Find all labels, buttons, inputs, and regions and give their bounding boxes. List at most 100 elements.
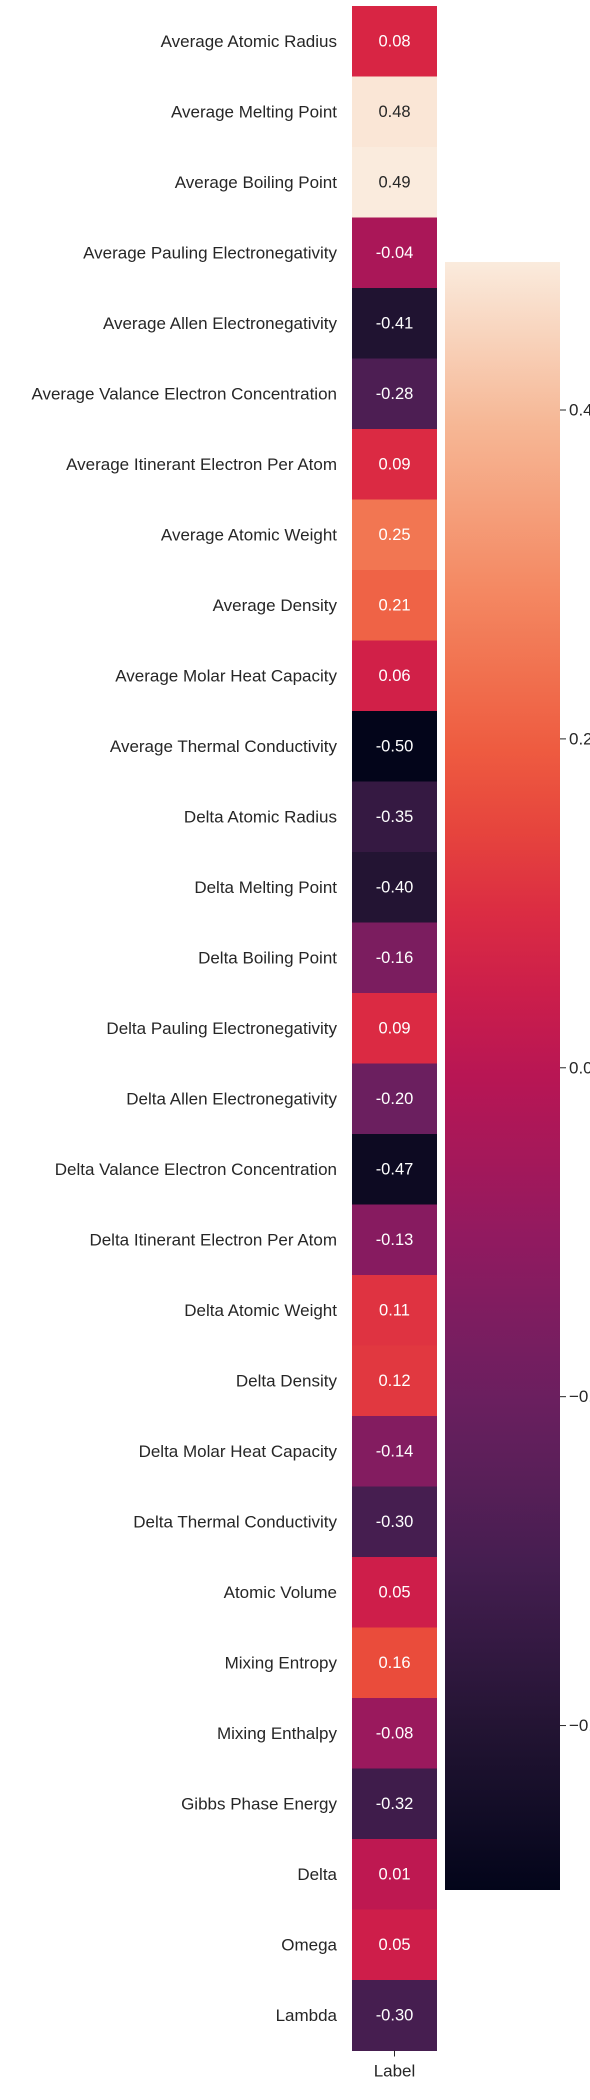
row-label: Average Atomic Radius — [161, 32, 337, 51]
cell-value-label: -0.04 — [376, 244, 414, 262]
heatmap-row: Delta Atomic Weight 0.11 — [184, 1275, 437, 1346]
row-label: Average Itinerant Electron Per Atom — [66, 455, 337, 474]
heatmap-cell — [352, 1345, 437, 1417]
heatmap-row: Delta 0.01 — [297, 1839, 437, 1910]
heatmap-row: Average Valance Electron Concentration -0… — [31, 358, 437, 430]
heatmap-row: Delta Melting Point -0.40 — [194, 852, 437, 923]
column-label: Label — [374, 2062, 416, 2081]
cell-value-label: -0.30 — [376, 1513, 414, 1531]
row-label: Delta Valance Electron Concentration — [55, 1160, 337, 1179]
heatmap-cell — [352, 1557, 437, 1628]
cell-value-label: 0.06 — [378, 667, 410, 685]
cell-value-label: -0.30 — [376, 2006, 414, 2024]
cell-value-label: 0.49 — [378, 173, 410, 191]
heatmap-cell — [352, 217, 437, 289]
row-label: Average Pauling Electronegativity — [83, 243, 337, 262]
heatmap-row: Lambda -0.30 — [276, 1980, 437, 2051]
heatmap-row: Omega 0.05 — [281, 1909, 437, 1981]
heatmap-cell — [352, 711, 437, 782]
heatmap-cell — [352, 570, 437, 641]
cell-value-label: -0.35 — [376, 808, 414, 826]
row-label: Gibbs Phase Energy — [181, 1794, 337, 1813]
cell-value-label: 0.48 — [378, 103, 410, 121]
cell-value-label: 0.01 — [378, 1865, 410, 1883]
cell-value-label: 0.05 — [378, 1936, 410, 1954]
cell-value-label: -0.20 — [376, 1090, 414, 1108]
cell-value-label: 0.09 — [378, 455, 410, 473]
cell-value-label: 0.25 — [378, 526, 410, 544]
row-label: Omega — [281, 1935, 337, 1954]
heatmap-row: Delta Itinerant Electron Per Atom -0.13 — [89, 1204, 437, 1276]
cell-value-label: -0.14 — [376, 1442, 414, 1460]
heatmap-cell — [352, 993, 437, 1064]
heatmap-cell — [352, 1768, 437, 1840]
heatmap-cell — [352, 1063, 437, 1135]
cell-value-label: -0.16 — [376, 949, 414, 967]
heatmap-row: Delta Thermal Conductivity -0.30 — [133, 1486, 437, 1558]
heatmap-cell — [352, 358, 437, 430]
cell-value-label: -0.47 — [376, 1160, 414, 1178]
heatmap-row: Average Molar Heat Capacity 0.06 — [115, 640, 437, 712]
heatmap-cell — [352, 1134, 437, 1205]
heatmap-rows: Average Atomic Radius 0.08 Average Melting… — [31, 6, 437, 2051]
row-label: Delta Itinerant Electron Per Atom — [89, 1230, 337, 1249]
row-label: Delta Melting Point — [194, 878, 337, 897]
heatmap-cell — [352, 76, 437, 148]
heatmap-row: Mixing Entropy 0.16 — [225, 1627, 437, 1699]
x-axis: Label — [374, 2050, 416, 2081]
cell-value-label: -0.13 — [376, 1231, 414, 1249]
heatmap-row: Delta Allen Electronegativity -0.20 — [126, 1063, 437, 1135]
row-label: Delta Thermal Conductivity — [133, 1512, 337, 1531]
row-label: Delta Density — [236, 1371, 338, 1390]
heatmap-row: Mixing Enthalpy -0.08 — [217, 1698, 437, 1769]
cell-value-label: 0.09 — [378, 1019, 410, 1037]
heatmap-row: Average Boiling Point 0.49 — [175, 147, 437, 218]
row-label: Average Boiling Point — [175, 173, 338, 192]
heatmap-row: Delta Atomic Radius -0.35 — [184, 781, 437, 853]
row-label: Average Thermal Conductivity — [110, 737, 338, 756]
row-label: Average Melting Point — [171, 102, 337, 121]
row-label: Delta — [297, 1865, 337, 1884]
heatmap-cell — [352, 147, 437, 218]
row-label: Average Valance Electron Concentration — [31, 384, 337, 403]
row-label: Average Density — [213, 596, 338, 615]
heatmap-cell — [352, 852, 437, 923]
heatmap-row: Average Melting Point 0.48 — [171, 76, 437, 148]
heatmap-cell — [352, 1627, 437, 1699]
colorbar-tick-label: −0.4 — [569, 1716, 590, 1735]
heatmap-row: Average Density 0.21 — [213, 570, 437, 641]
heatmap-row: Delta Density 0.12 — [236, 1345, 437, 1417]
row-label: Delta Molar Heat Capacity — [139, 1442, 338, 1461]
heatmap-row: Average Atomic Weight 0.25 — [161, 499, 437, 571]
cell-value-label: 0.16 — [378, 1654, 410, 1672]
colorbar-tick-label: 0.2 — [569, 729, 590, 748]
heatmap-cell — [352, 922, 437, 994]
cell-value-label: -0.50 — [376, 737, 414, 755]
row-label: Average Molar Heat Capacity — [115, 666, 337, 685]
cell-value-label: -0.40 — [376, 878, 414, 896]
colorbar-tick-label: 0.0 — [569, 1058, 590, 1077]
heatmap-cell — [352, 1416, 437, 1487]
row-label: Average Allen Electronegativity — [103, 314, 338, 333]
heatmap-cell — [352, 1486, 437, 1558]
colorbar-ticks: 0.4 0.2 0.0 −0.2 −0.4 — [560, 401, 590, 1735]
heatmap-row: Gibbs Phase Energy -0.32 — [181, 1768, 437, 1840]
row-label: Mixing Enthalpy — [217, 1724, 338, 1743]
heatmap-cell — [352, 781, 437, 853]
row-label: Delta Allen Electronegativity — [126, 1089, 337, 1108]
heatmap-row: Delta Valance Electron Concentration -0.4… — [55, 1134, 437, 1205]
row-label: Delta Atomic Radius — [184, 807, 337, 826]
heatmap-cell — [352, 1839, 437, 1910]
cell-value-label: -0.32 — [376, 1795, 414, 1813]
row-label: Average Atomic Weight — [161, 525, 337, 544]
cell-value-label: 0.12 — [378, 1372, 410, 1390]
row-label: Delta Boiling Point — [198, 948, 337, 967]
row-label: Delta Atomic Weight — [184, 1301, 337, 1320]
heatmap-cell — [352, 1698, 437, 1769]
heatmap-row: Delta Pauling Electronegativity 0.09 — [106, 993, 437, 1064]
heatmap-cell — [352, 429, 437, 500]
cell-value-label: 0.05 — [378, 1583, 410, 1601]
row-label: Mixing Entropy — [225, 1653, 338, 1672]
heatmap-row: Delta Molar Heat Capacity -0.14 — [139, 1416, 437, 1487]
